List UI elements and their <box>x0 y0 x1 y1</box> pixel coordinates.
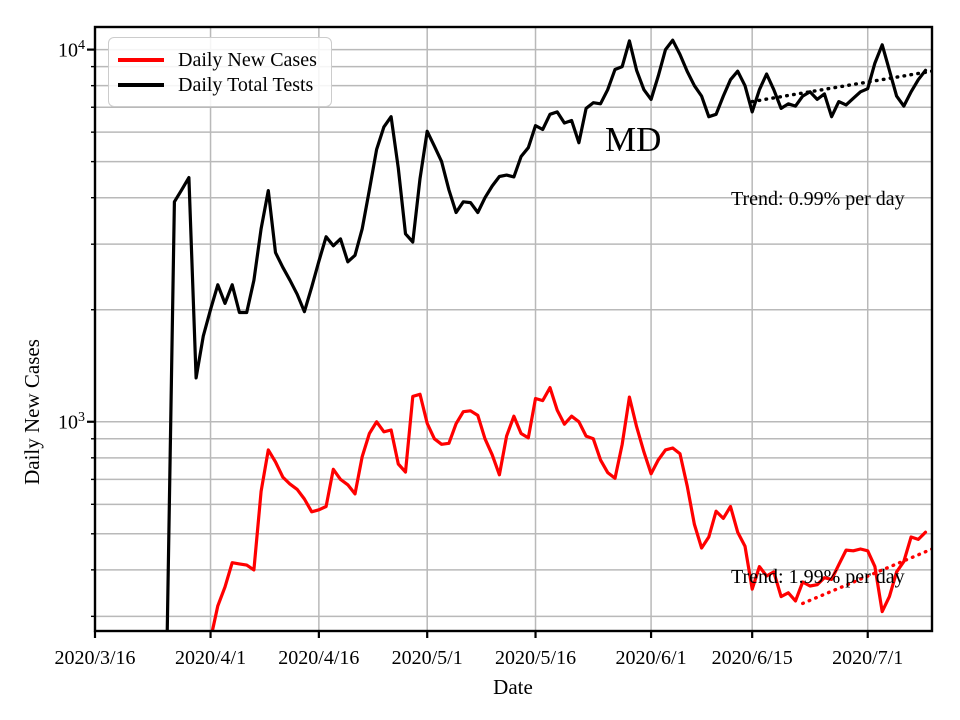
legend-entry-daily-new-cases: Daily New Cases <box>118 47 321 72</box>
trend-line-cases <box>801 547 932 606</box>
legend-label: Daily Total Tests <box>178 73 314 96</box>
y-tick-label-10e3: 103 <box>58 410 85 434</box>
x-tick-label: 2020/6/15 <box>711 647 793 669</box>
x-tick-label: 2020/7/1 <box>832 647 904 669</box>
legend-line-sample-black <box>118 82 164 87</box>
y-tick-label-10e4: 104 <box>58 38 85 62</box>
x-tick-label: 2020/4/1 <box>174 647 247 669</box>
trend-annotation-tests: Trend: 0.99% per day <box>731 188 905 210</box>
x-tick-label: 2020/5/1 <box>391 647 463 669</box>
legend-line-sample-red <box>118 57 164 62</box>
legend: Daily New Cases Daily Total Tests <box>108 37 332 107</box>
x-tick-label: 2020/6/1 <box>615 647 687 669</box>
legend-label: Daily New Cases <box>178 48 317 71</box>
trend-line-tests <box>750 69 932 104</box>
y-axis-title: Daily New Cases <box>20 339 44 485</box>
series-line-daily-total-tests <box>165 38 928 631</box>
x-tick-label: 2020/5/16 <box>494 647 577 669</box>
x-tick-label: 2020/3/16 <box>54 647 136 669</box>
legend-entry-daily-total-tests: Daily Total Tests <box>118 72 321 97</box>
trend-annotation-cases: Trend: 1.99% per day <box>731 566 905 588</box>
x-tick-label: 2020/4/16 <box>278 647 360 669</box>
series-line-daily-new-cases <box>210 386 928 631</box>
state-annotation: MD <box>605 120 662 159</box>
x-axis-title: Date <box>493 675 533 699</box>
plot-frame <box>93 25 934 633</box>
